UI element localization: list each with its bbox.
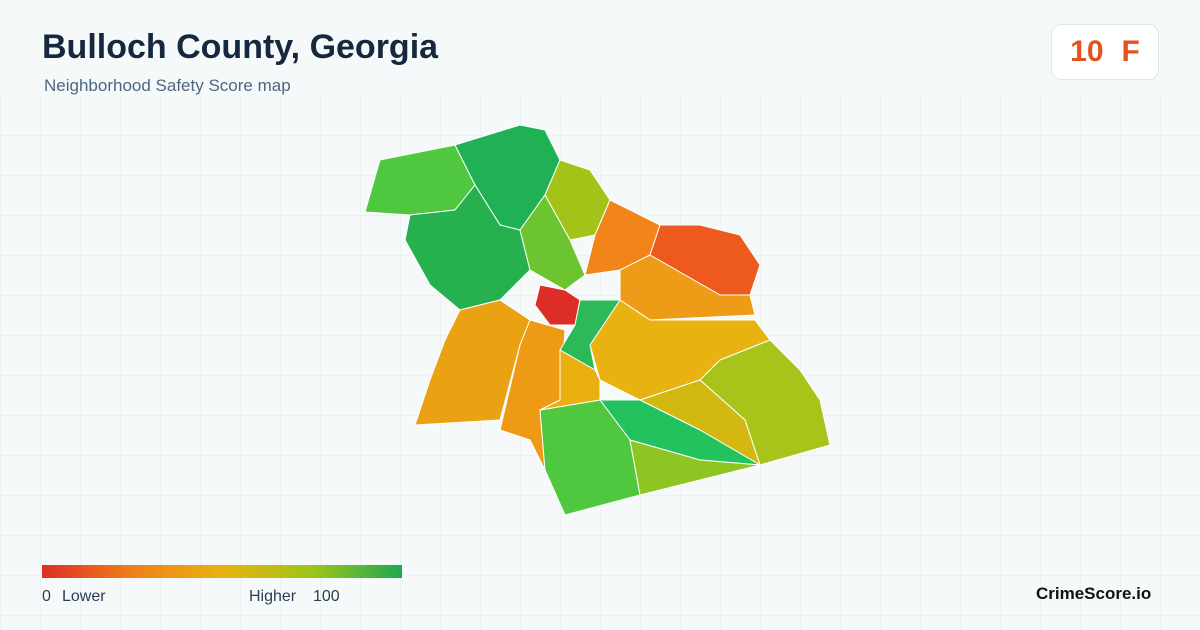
legend-min: 0 [42,588,51,605]
region [539,349,601,411]
legend-min-label: Lower [62,588,106,605]
county-map [364,124,831,516]
score-value: 10 [1070,35,1104,68]
brand: CrimeScore.io [1036,584,1152,603]
legend-max: 100 [313,588,340,605]
subtitle: Neighborhood Safety Score map [44,76,291,95]
region [629,439,761,496]
region [414,299,531,426]
legend-max-label: Higher [249,588,297,605]
title: Bulloch County, Georgia [42,28,439,66]
score-badge: 10 F [1051,24,1159,80]
region [619,254,756,321]
score-grade: F [1121,35,1140,68]
region [519,194,586,291]
legend-gradient [42,565,402,578]
